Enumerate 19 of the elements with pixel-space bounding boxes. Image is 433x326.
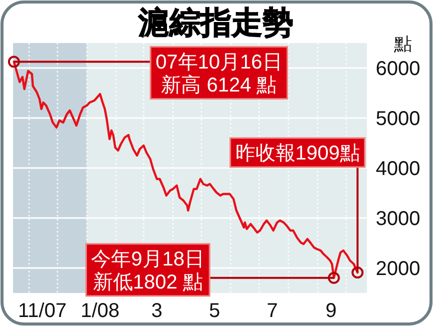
chart-title: 滬綜指走勢 — [138, 5, 294, 40]
annotation: 07年10月16日新高 6124 點 — [150, 46, 288, 100]
x-tick-label: 11/07 — [18, 300, 67, 322]
annotation: 07年10月16日新高 6124 點 — [156, 51, 282, 96]
y-tick-label: 4000 — [376, 158, 420, 180]
x-tick-label: 5 — [209, 300, 220, 322]
x-tick-label: 7 — [266, 300, 278, 322]
x-tick-label: 9 — [325, 300, 337, 322]
y-tick-label: 2000 — [376, 258, 420, 280]
y-tick-label: 5000 — [376, 108, 420, 130]
x-tick-label: 1/08 — [80, 300, 120, 322]
x-tick-label: 3 — [151, 300, 162, 322]
y-axis-title: 點 — [393, 34, 412, 54]
annotation: 今年9月18日新低1802 點 — [91, 248, 205, 294]
annotation: 今年9月18日新低1802 點 — [85, 243, 210, 297]
y-tick-label: 3000 — [376, 208, 420, 230]
annotation: 昨收報1909點 — [235, 142, 360, 165]
y-tick-label: 6000 — [376, 58, 420, 80]
annotation: 昨收報1909點 — [230, 137, 366, 168]
